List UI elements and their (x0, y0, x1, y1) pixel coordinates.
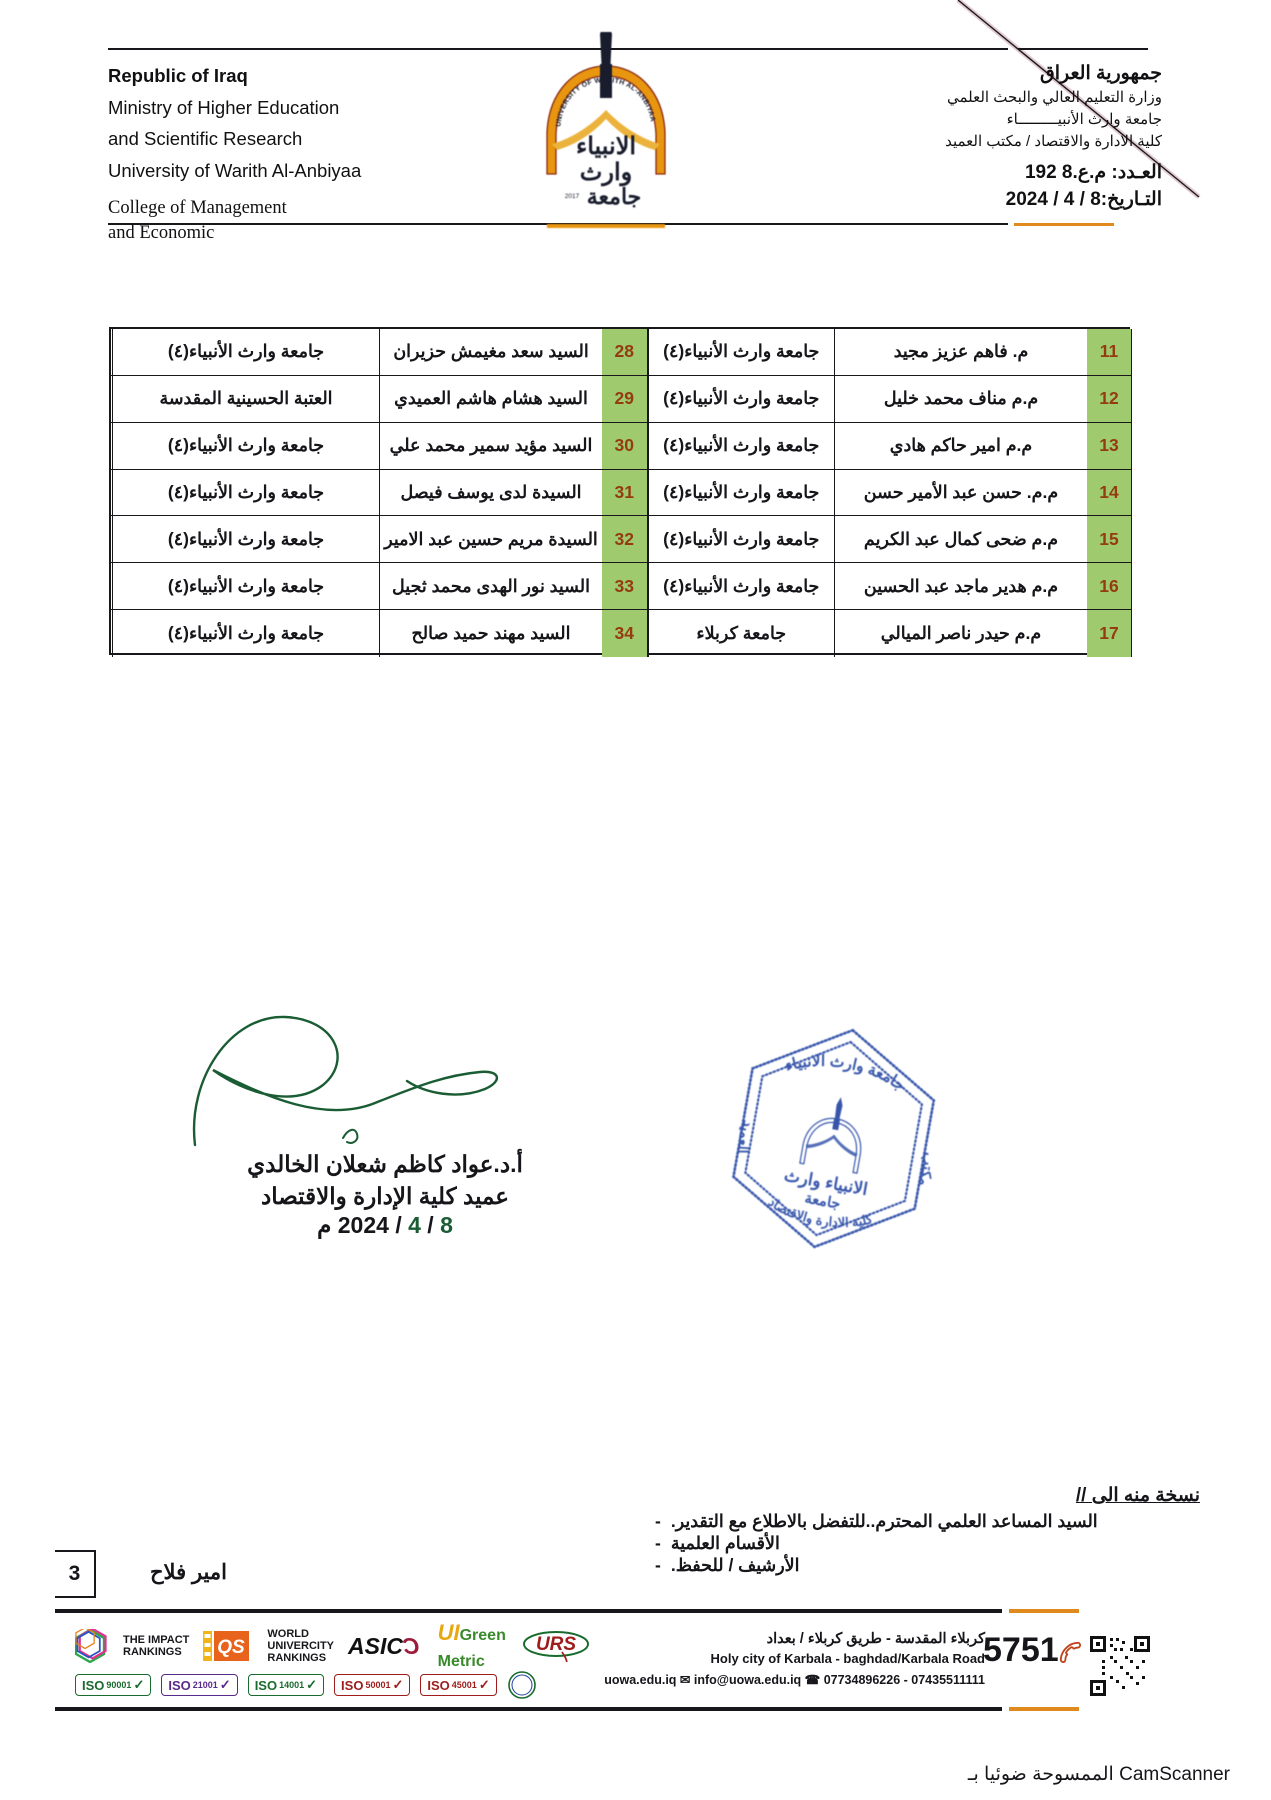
svg-text:مكتب: مكتب (915, 1150, 939, 1189)
svg-text:جامعة وارث الانبياء: جامعة وارث الانبياء (780, 1044, 911, 1096)
svg-text:العميد: العميد (734, 1118, 758, 1156)
svg-text:الانبياء: الانبياء (576, 133, 636, 160)
svg-text:QS: QS (218, 1637, 246, 1658)
svg-text:جامعة: جامعة (587, 184, 642, 209)
svg-text:URS: URS (536, 1634, 576, 1655)
svg-text:2017: 2017 (565, 193, 580, 200)
svg-text:وارث: وارث (580, 159, 632, 187)
